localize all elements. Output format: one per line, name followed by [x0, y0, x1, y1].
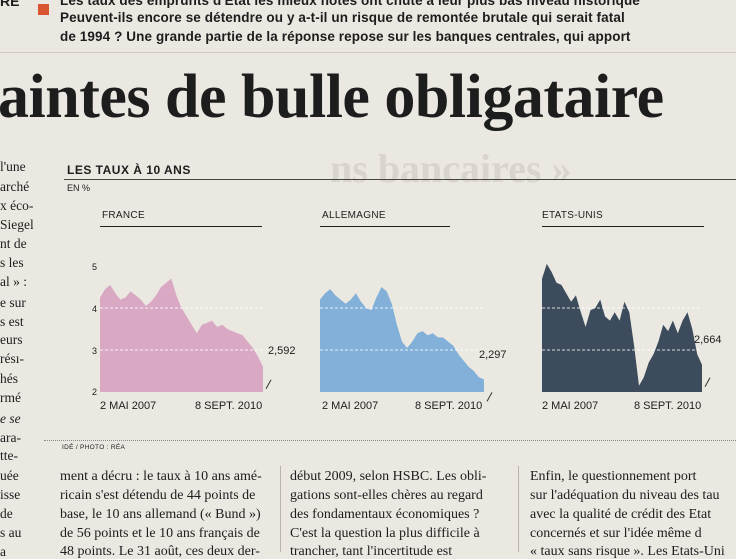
photo-credit: IDÉ / PHOTO : RÉA [62, 444, 126, 451]
x-tick-label: 8 SEPT. 2010 [634, 400, 702, 412]
left-column-line: al » : [0, 274, 27, 289]
panel-title-rule [320, 226, 450, 227]
body-text-line: de 56 points et le 10 ans français de [60, 526, 260, 541]
value-leader-line [704, 377, 711, 387]
left-column-line: Siegel [0, 217, 34, 232]
body-text-line: base, le 10 ans allemand (« Bund ») [60, 507, 261, 522]
y-axis-unit: EN % [67, 183, 91, 193]
body-text-line: Enfin, le questionnement port [530, 469, 697, 484]
chapo-line: Les taux des emprunts d'Etat les mieux n… [60, 0, 640, 8]
body-text-line: des fondamentaux économiques ? [290, 507, 480, 522]
left-column-line: arché [0, 179, 30, 194]
left-column-line: e sur [0, 295, 26, 310]
value-leader-line [265, 379, 272, 390]
body-text-line: trancher, tant l'incertitude est [290, 544, 453, 559]
column-separator [518, 466, 519, 552]
headline: aintes de bulle obligataire [0, 63, 664, 131]
last-value-label: 2,297 [479, 349, 507, 361]
body-text-line: « taux sans risque ». Les Etats-Uni [530, 544, 725, 559]
left-column-line: e se [0, 411, 21, 426]
y-tick-label: 3 [92, 346, 98, 356]
series-area [320, 287, 484, 392]
body-text-line: 48 points. Le 31 août, ces deux der- [60, 544, 260, 559]
left-column-line: s au [0, 525, 22, 540]
panel-title: FRANCE [102, 210, 145, 221]
last-value-label: 2,664 [694, 334, 722, 346]
chart-title-rule [64, 179, 736, 180]
left-column-line: uée [0, 468, 19, 483]
section-marker-square [38, 4, 49, 15]
panel-title: ALLEMAGNE [322, 210, 386, 221]
left-column-line: résı- [0, 351, 24, 366]
body-text-line: ricain s'est détendu de 44 points de [60, 488, 256, 503]
last-value-label: 2,592 [268, 345, 296, 357]
column-separator [280, 466, 281, 552]
left-column-line: de [0, 506, 13, 521]
chapo-line: Peuvent-ils encore se détendre ou y a-t-… [60, 10, 625, 25]
panel-title: ETATS-UNIS [542, 210, 603, 221]
body-text-line: C'est la question la plus difficile à [290, 526, 480, 541]
value-leader-line [486, 392, 493, 402]
left-column-line: eurs [0, 332, 23, 347]
body-text-line: gations sont-elles chères au regard [290, 488, 483, 503]
body-text-line: avec la qualité de crédit des Etat [530, 507, 712, 522]
panel-title-rule [542, 226, 704, 227]
divider [44, 440, 736, 441]
left-column-line: x éco- [0, 198, 34, 213]
left-column-line: l'une [0, 159, 26, 174]
chart-title: LES TAUX À 10 ANS [67, 163, 191, 177]
left-column-line: ara- [0, 430, 21, 445]
panel-title-rule [100, 226, 262, 227]
chapo-line: de 1994 ? Une grande partie de la répons… [60, 29, 631, 44]
x-tick-label: 8 SEPT. 2010 [195, 400, 263, 412]
body-text-line: début 2009, selon HSBC. Les obli- [290, 469, 487, 484]
y-tick-label: 4 [92, 304, 98, 314]
body-text-line: ment a décru : le taux à 10 ans amé- [60, 469, 262, 484]
section-label: RE [0, 0, 20, 9]
x-tick-label: 2 MAI 2007 [542, 400, 599, 412]
body-text-line: concernés et sur l'idée même d [530, 526, 702, 541]
left-column-line: s les [0, 255, 24, 270]
divider [0, 52, 736, 53]
body-text-line: sur l'adéquation du niveau des tau [530, 488, 720, 503]
series-area [100, 278, 263, 392]
series-area [542, 263, 702, 392]
left-column-line: s est [0, 314, 24, 329]
x-tick-label: 8 SEPT. 2010 [415, 400, 483, 412]
left-column-line: rmé [0, 390, 21, 405]
left-column-line: hés [0, 371, 18, 386]
x-tick-label: 2 MAI 2007 [322, 400, 379, 412]
left-column-line: isse [0, 487, 21, 502]
y-tick-label: 2 [92, 387, 98, 397]
left-column-line: nt de [0, 236, 27, 251]
left-column-line: tte- [0, 448, 18, 463]
show-through-headline: ns bancaires » [330, 146, 572, 191]
y-tick-label: 5 [92, 262, 98, 272]
x-tick-label: 2 MAI 2007 [100, 400, 157, 412]
